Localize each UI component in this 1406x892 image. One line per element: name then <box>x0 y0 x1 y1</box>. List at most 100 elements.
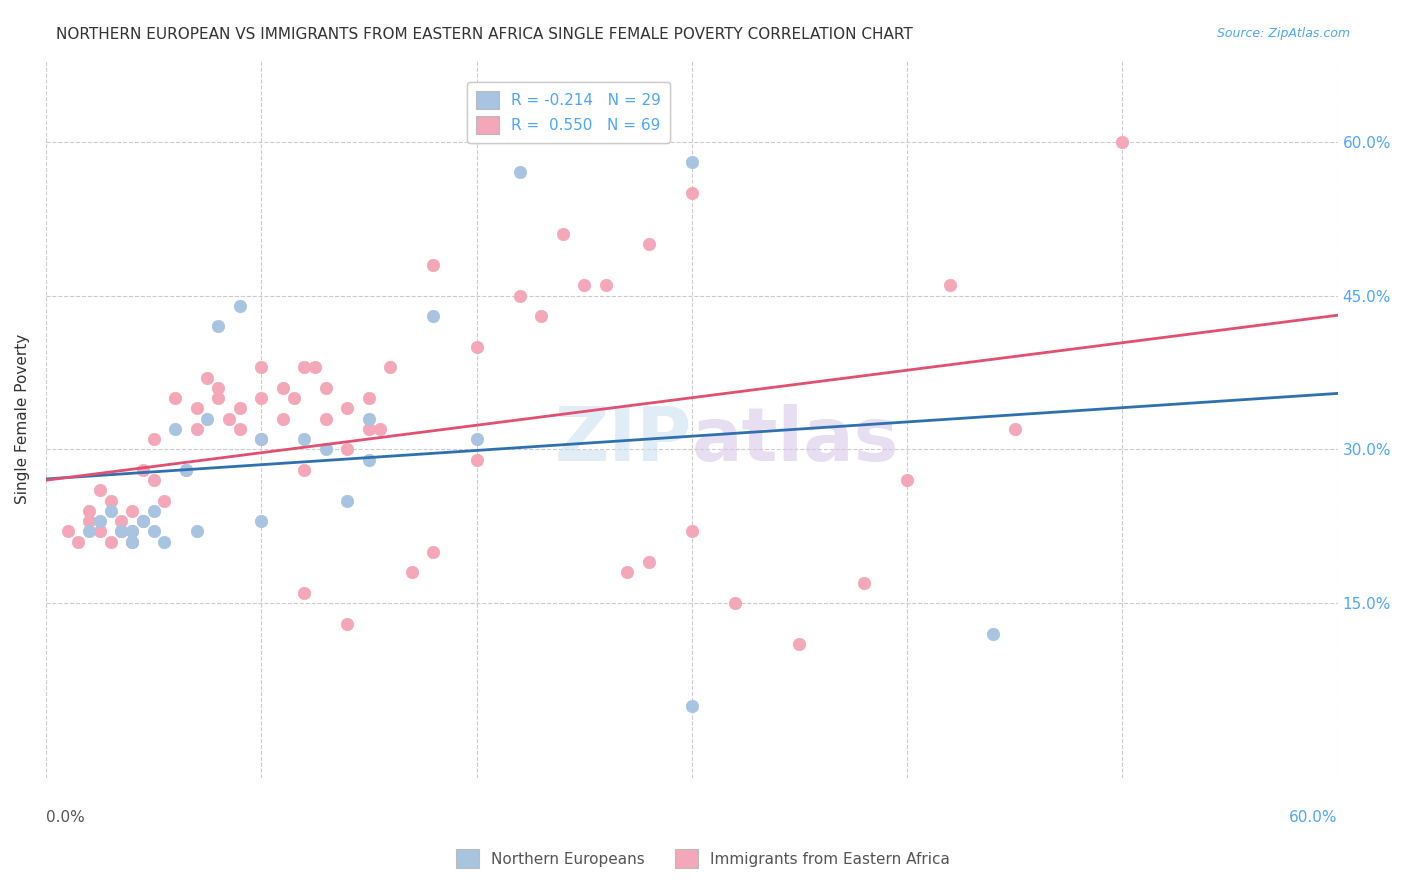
Point <box>509 288 531 302</box>
Point <box>315 442 337 457</box>
Point <box>132 463 155 477</box>
Point <box>422 258 444 272</box>
Point <box>89 483 111 498</box>
Point <box>465 340 488 354</box>
Point <box>77 504 100 518</box>
Point <box>186 524 208 539</box>
Point <box>142 504 165 518</box>
Point <box>100 504 122 518</box>
Point <box>132 514 155 528</box>
Point <box>1111 135 1133 149</box>
Point <box>789 637 811 651</box>
Legend: R = -0.214   N = 29, R =  0.550   N = 69: R = -0.214 N = 29, R = 0.550 N = 69 <box>467 81 671 144</box>
Point <box>165 391 187 405</box>
Point <box>357 411 380 425</box>
Point <box>228 401 250 416</box>
Point <box>100 493 122 508</box>
Point <box>939 278 962 293</box>
Point <box>142 432 165 446</box>
Point <box>616 566 638 580</box>
Point <box>228 422 250 436</box>
Point <box>981 627 1004 641</box>
Legend: Northern Europeans, Immigrants from Eastern Africa: Northern Europeans, Immigrants from East… <box>449 841 957 875</box>
Point <box>77 524 100 539</box>
Point <box>681 524 703 539</box>
Point <box>336 616 359 631</box>
Point <box>89 524 111 539</box>
Point <box>228 299 250 313</box>
Point <box>250 391 273 405</box>
Point <box>121 534 143 549</box>
Point <box>121 534 143 549</box>
Point <box>186 422 208 436</box>
Point <box>336 401 359 416</box>
Text: 0.0%: 0.0% <box>46 810 84 825</box>
Point <box>283 391 305 405</box>
Point <box>121 524 143 539</box>
Point <box>186 401 208 416</box>
Point <box>595 278 617 293</box>
Point <box>315 381 337 395</box>
Point <box>422 545 444 559</box>
Point <box>465 432 488 446</box>
Point <box>465 452 488 467</box>
Point <box>250 360 273 375</box>
Point <box>250 432 273 446</box>
Point <box>100 534 122 549</box>
Text: NORTHERN EUROPEAN VS IMMIGRANTS FROM EASTERN AFRICA SINGLE FEMALE POVERTY CORREL: NORTHERN EUROPEAN VS IMMIGRANTS FROM EAS… <box>56 27 912 42</box>
Point <box>336 493 359 508</box>
Point <box>681 186 703 200</box>
Point <box>110 524 132 539</box>
Point <box>207 381 229 395</box>
Point <box>197 370 219 384</box>
Point <box>142 473 165 487</box>
Point <box>121 504 143 518</box>
Point <box>271 381 294 395</box>
Point <box>218 411 240 425</box>
Point <box>292 463 315 477</box>
Point <box>357 422 380 436</box>
Point <box>357 452 380 467</box>
Point <box>681 155 703 169</box>
Point <box>89 514 111 528</box>
Point <box>292 432 315 446</box>
Point <box>153 493 176 508</box>
Y-axis label: Single Female Poverty: Single Female Poverty <box>15 334 30 504</box>
Point <box>292 360 315 375</box>
Text: 60.0%: 60.0% <box>1289 810 1337 825</box>
Point <box>530 309 553 323</box>
Point <box>250 432 273 446</box>
Text: Source: ZipAtlas.com: Source: ZipAtlas.com <box>1216 27 1350 40</box>
Point <box>509 165 531 179</box>
Point <box>853 575 876 590</box>
Point <box>165 422 187 436</box>
Point <box>142 524 165 539</box>
Point <box>174 463 197 477</box>
Point <box>197 411 219 425</box>
Point <box>304 360 326 375</box>
Point <box>174 463 197 477</box>
Point <box>67 534 90 549</box>
Point <box>315 411 337 425</box>
Point <box>77 514 100 528</box>
Point <box>681 698 703 713</box>
Point <box>551 227 574 241</box>
Point <box>1004 422 1026 436</box>
Point <box>271 411 294 425</box>
Text: atlas: atlas <box>692 403 900 476</box>
Point <box>572 278 595 293</box>
Text: ZIP: ZIP <box>554 403 692 476</box>
Point <box>336 442 359 457</box>
Point <box>357 391 380 405</box>
Point <box>132 514 155 528</box>
Point <box>292 586 315 600</box>
Point <box>422 309 444 323</box>
Point <box>724 596 747 610</box>
Point <box>637 555 659 569</box>
Point <box>250 514 273 528</box>
Point <box>110 524 132 539</box>
Point <box>896 473 918 487</box>
Point <box>121 524 143 539</box>
Point <box>368 422 391 436</box>
Point <box>401 566 423 580</box>
